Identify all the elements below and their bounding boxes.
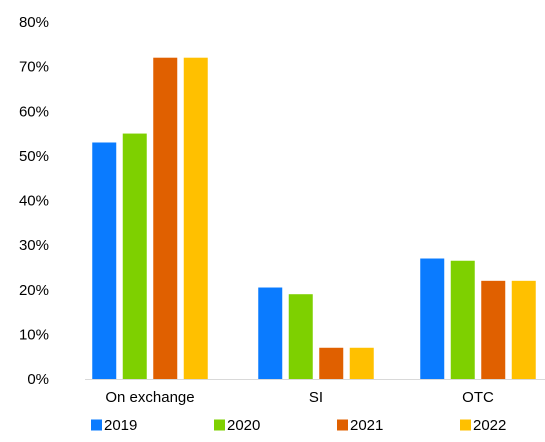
bar-2019 (420, 258, 445, 379)
bar-2021 (319, 347, 344, 379)
bar-2021 (153, 57, 178, 379)
legend-swatch-2019 (91, 419, 102, 431)
legend-label: 2021 (350, 417, 383, 434)
bar-2022 (349, 347, 374, 379)
y-tick-label: 0% (27, 371, 49, 388)
x-tick-label: On exchange (105, 389, 194, 406)
y-tick-label: 80% (19, 14, 49, 31)
y-tick-label: 30% (19, 237, 49, 254)
y-tick-label: 10% (19, 326, 49, 343)
bar-2019 (92, 142, 117, 379)
bar-2022 (183, 57, 208, 379)
bar-2021 (481, 280, 506, 379)
legend-label: 2019 (104, 417, 137, 434)
bars-group (92, 57, 536, 379)
legend: 2019 2020 2021 2022 (91, 417, 506, 434)
x-axis-tick-labels: On exchange SI OTC (105, 389, 494, 406)
x-tick-label: OTC (462, 389, 494, 406)
bar-2020 (122, 133, 147, 379)
y-tick-label: 20% (19, 282, 49, 299)
bar-2019 (258, 287, 283, 379)
legend-swatch-2020 (214, 419, 225, 431)
bar-2022 (511, 280, 536, 379)
legend-label: 2022 (473, 417, 506, 434)
legend-label: 2020 (227, 417, 260, 434)
y-tick-label: 70% (19, 59, 49, 76)
y-tick-label: 40% (19, 193, 49, 210)
y-axis-tick-labels: 0% 10% 20% 30% 40% 50% 60% 70% 80% (19, 14, 49, 388)
legend-swatch-2022 (460, 419, 471, 431)
y-tick-label: 50% (19, 148, 49, 165)
bar-2020 (450, 260, 475, 379)
x-tick-label: SI (309, 389, 323, 406)
y-tick-label: 60% (19, 103, 49, 120)
legend-swatch-2021 (337, 419, 348, 431)
bar-2020 (288, 294, 313, 379)
